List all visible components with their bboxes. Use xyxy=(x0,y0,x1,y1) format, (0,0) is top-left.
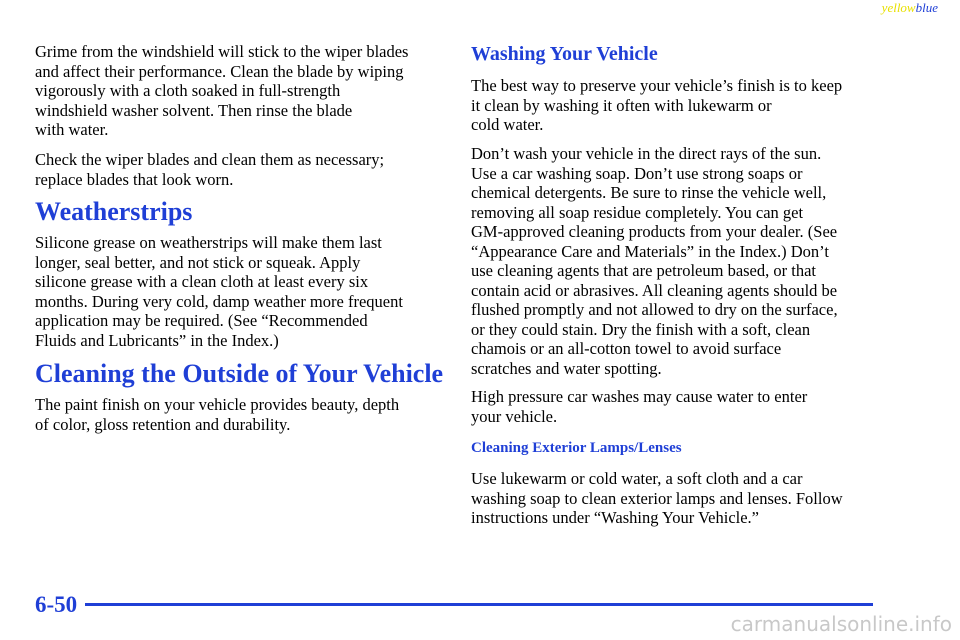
heading: Washing Your Vehicle xyxy=(471,43,658,65)
text-line: “Appearance Care and Materials” in the I… xyxy=(471,241,829,261)
text-line: Don’t wash your vehicle in the direct ra… xyxy=(471,144,822,164)
text-line: and affect their performance. Clean the … xyxy=(35,61,404,81)
text-line: silicone grease with a clean cloth at le… xyxy=(35,272,369,292)
text-line: Check the wiper blades and clean them as… xyxy=(35,150,385,170)
text-line: removing all soap residue completely. Yo… xyxy=(471,202,804,222)
text-line: months. During very cold, damp weather m… xyxy=(35,291,403,311)
text-line: The best way to preserve your vehicle’s … xyxy=(471,76,843,96)
yellow-tag: yellow xyxy=(881,0,916,15)
text-line: The paint finish on your vehicle provide… xyxy=(35,395,400,415)
blue-tag: blue xyxy=(915,0,938,15)
text-line: flushed promptly and not allowed to dry … xyxy=(471,300,838,320)
text-line: application may be required. (See “Recom… xyxy=(35,311,368,331)
text-line: with water. xyxy=(35,120,109,140)
text-line: Use lukewarm or cold water, a soft cloth… xyxy=(471,469,803,489)
watermark: carmanualsonline.info xyxy=(730,612,952,636)
text-line: GM-approved cleaning products from your … xyxy=(471,222,838,242)
text-line: it clean by washing it often with lukewa… xyxy=(471,95,772,115)
text-line: contain acid or abrasives. All cleaning … xyxy=(471,280,838,300)
text-line: chamois or an all-cotton towel to avoid … xyxy=(471,339,782,359)
text-line: windshield washer solvent. Then rinse th… xyxy=(35,100,353,120)
text-line: or they could stain. Dry the finish with… xyxy=(471,319,811,339)
text-line: cold water. xyxy=(471,115,544,135)
footer-rule xyxy=(85,603,873,606)
text-line: instructions under “Washing Your Vehicle… xyxy=(471,508,759,528)
text-line: Use a car washing soap. Don’t use strong… xyxy=(471,163,803,183)
text-line: chemical detergents. Be sure to rinse th… xyxy=(471,183,827,203)
text-line: scratches and water spotting. xyxy=(471,358,662,378)
text-line: Grime from the windshield will stick to … xyxy=(35,42,409,62)
text-line: vigorously with a cloth soaked in full-s… xyxy=(35,81,341,101)
heading: Cleaning the Outside of Your Vehicle xyxy=(35,359,444,388)
text-line: your vehicle. xyxy=(471,406,558,426)
heading: Weatherstrips xyxy=(35,197,193,226)
text-line: Silicone grease on weatherstrips will ma… xyxy=(35,233,382,253)
text-line: washing soap to clean exterior lamps and… xyxy=(471,488,843,508)
text-line: replace blades that look worn. xyxy=(35,169,234,189)
color-tag: yellowblue xyxy=(882,0,938,16)
text-line: use cleaning agents that are petroleum b… xyxy=(471,261,816,281)
text-line: High pressure car washes may cause water… xyxy=(471,387,808,407)
page-number: 6-50 xyxy=(35,592,78,617)
text-line: of color, gloss retention and durability… xyxy=(35,414,291,434)
text-line: Fluids and Lubricants” in the Index.) xyxy=(35,330,279,350)
text-line: longer, seal better, and not stick or sq… xyxy=(35,252,361,272)
heading: Cleaning Exterior Lamps/Lenses xyxy=(471,439,682,456)
